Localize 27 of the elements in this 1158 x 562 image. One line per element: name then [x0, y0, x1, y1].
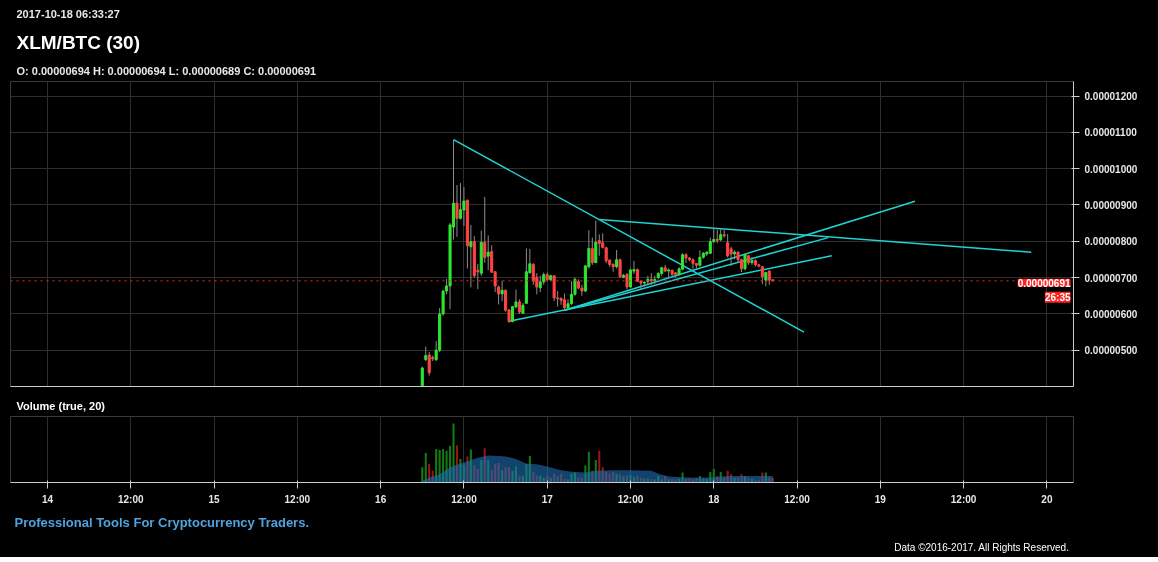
y-tick-label: 0.00001100: [1084, 127, 1138, 139]
x-tick-label: 12:00: [451, 493, 478, 505]
x-tick-label: 20: [1041, 493, 1053, 505]
y-tick-label: 0.00000900: [1084, 199, 1138, 211]
y-tick-label: 0.00001200: [1084, 91, 1138, 103]
x-tick-label: 14: [41, 493, 54, 505]
x-tick-label: 18: [708, 493, 720, 505]
chart-title: XLM/BTC (30): [16, 31, 140, 53]
text: Professional Tools For Cryptocurrency Traders.: [14, 514, 310, 530]
x-tick-label: 12:00: [284, 493, 311, 505]
x-tick-label: 12:00: [950, 493, 977, 505]
x-tick-label: 19: [874, 493, 887, 505]
y-tick-label: 0.00000500: [1084, 345, 1138, 357]
x-tick-label: 12:00: [784, 493, 811, 505]
y-tick-label: 0.00001000: [1084, 163, 1138, 175]
text: O: 0.00000694 H: 0.00000694 L: 0.00000689 C: 0.00000691: [16, 64, 317, 77]
chart-title: Volume (true, 20): [16, 399, 106, 412]
x-tick-label: 16: [375, 493, 387, 505]
x-tick-label: 12:00: [118, 493, 145, 505]
x-tick-label: 15: [208, 493, 221, 505]
y-tick-label: 0.00000600: [1084, 308, 1138, 320]
y-tick-label: 0.00000800: [1084, 236, 1138, 248]
x-tick-label: 17: [541, 493, 554, 505]
text: Data ©2016-2017. All Rights Reserved.: [894, 541, 1069, 553]
x-tick-label: 12:00: [617, 493, 644, 505]
chart-subtitle: 2017-10-18 06:33:27: [16, 7, 120, 20]
y-tick-label: 0.00000700: [1084, 272, 1138, 284]
